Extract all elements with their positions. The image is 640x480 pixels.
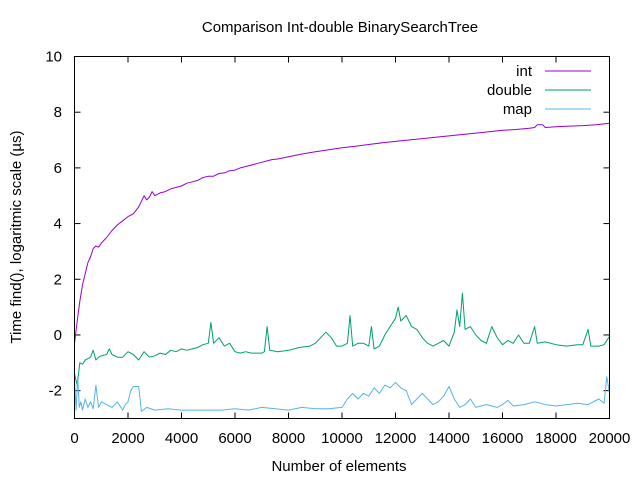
x-tick-label: 12000 bbox=[375, 430, 417, 447]
legend-label-double: double bbox=[487, 82, 532, 99]
series-line-int bbox=[74, 122, 610, 344]
x-axis-title: Number of elements bbox=[271, 458, 406, 475]
y-tick-label: 4 bbox=[54, 216, 62, 233]
series-line-map bbox=[74, 376, 610, 412]
y-tick-label: -2 bbox=[49, 383, 62, 400]
x-tick-label: 20000 bbox=[589, 430, 631, 447]
x-tick-label: 8000 bbox=[272, 430, 305, 447]
x-tick-label: 0 bbox=[70, 430, 78, 447]
y-tick-label: 8 bbox=[54, 104, 62, 121]
y-tick-label: 0 bbox=[54, 327, 62, 344]
y-axis-title: Time find(), logaritmic scale (µs) bbox=[8, 130, 25, 343]
legend: int double map bbox=[487, 63, 591, 118]
y-tick-label: 10 bbox=[45, 49, 62, 66]
y-tick-label: 6 bbox=[54, 160, 62, 177]
series-layer bbox=[74, 122, 610, 412]
x-tick-label: 18000 bbox=[535, 430, 577, 447]
x-tick-label: 14000 bbox=[428, 430, 470, 447]
legend-label-int: int bbox=[516, 63, 533, 80]
x-tick-label: 6000 bbox=[218, 430, 251, 447]
ticks-layer: 0 2000 4000 6000 8000 10000 12000 14000 16000 180… bbox=[45, 49, 630, 448]
x-tick-label: 16000 bbox=[482, 430, 524, 447]
series-line-double bbox=[74, 292, 610, 386]
plot-border bbox=[74, 56, 610, 419]
legend-label-map: map bbox=[503, 101, 532, 118]
x-tick-label: 10000 bbox=[321, 430, 363, 447]
x-tick-label: 2000 bbox=[111, 430, 144, 447]
chart-title: Comparison Int-double BinarySearchTree bbox=[202, 19, 478, 36]
y-tick-label: 2 bbox=[54, 271, 62, 288]
x-tick-label: 4000 bbox=[165, 430, 198, 447]
